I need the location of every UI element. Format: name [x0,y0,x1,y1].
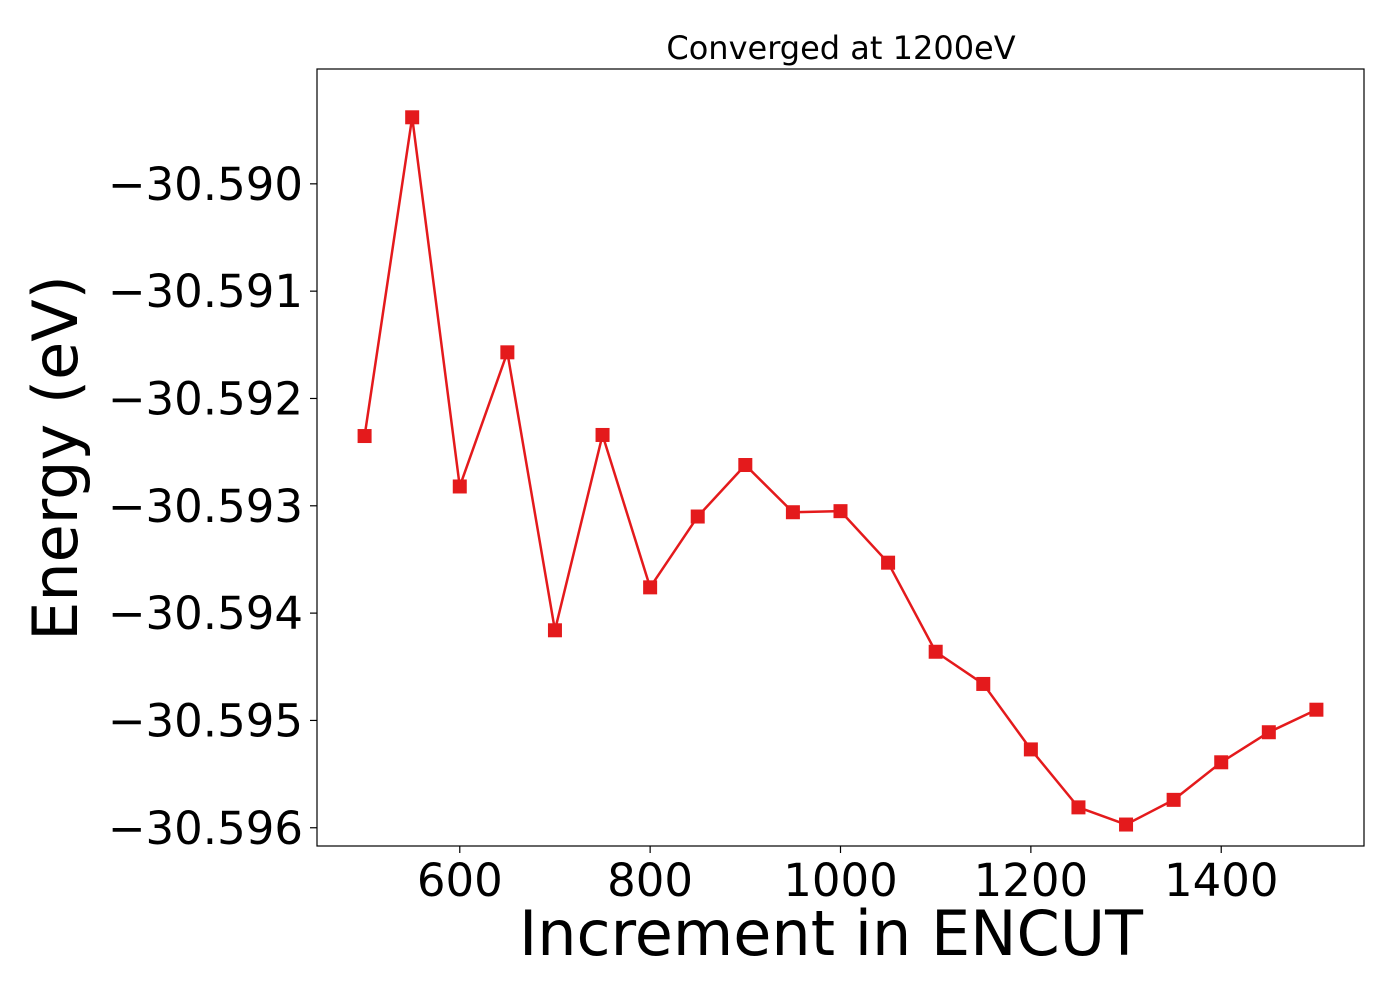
data-point-marker [881,555,896,570]
x-tick-label: 1000 [783,854,898,907]
y-tick-label: −30.591 [108,265,303,318]
data-point-marker [1023,742,1038,757]
x-tick-label: 1200 [974,854,1089,907]
y-tick-label: −30.590 [108,158,303,211]
y-tick-label: −30.594 [108,587,303,640]
data-point-marker [1119,817,1134,832]
series-layer [357,110,1324,832]
y-tick-label: −30.596 [108,802,303,855]
data-point-marker [785,505,800,520]
data-point-marker [452,479,467,494]
y-tick-label: −30.592 [108,372,303,425]
chart-title: Converged at 1200eV [666,29,1015,67]
data-point-marker [643,580,658,595]
data-point-marker [690,509,705,524]
data-point-marker [405,110,420,125]
x-tick-label: 800 [607,854,693,907]
data-point-marker [1166,792,1181,807]
data-point-marker [738,458,753,473]
data-point-marker [1309,702,1324,717]
data-point-marker [1071,800,1086,815]
data-point-marker [928,644,943,659]
data-point-marker [833,504,848,519]
y-tick-label: −30.595 [108,694,303,747]
data-point-marker [976,676,991,691]
x-axis-ticks: 600 800 1000 1200 1400 [417,846,1279,907]
data-point-marker [1214,755,1229,770]
data-point-marker [547,623,562,638]
x-axis-label: Increment in ENCUT [519,897,1144,970]
data-point-marker [595,427,610,442]
data-point-marker [1261,725,1276,740]
data-point-marker [500,345,515,360]
x-tick-label: 1400 [1164,854,1279,907]
data-point-marker [357,429,372,444]
y-tick-label: −30.593 [108,480,303,533]
y-axis-label: Energy (eV) [19,275,92,641]
y-axis-ticks: −30.590 −30.591 −30.592 −30.593 −30.594 −30.5… [108,158,317,855]
x-tick-label: 600 [417,854,503,907]
